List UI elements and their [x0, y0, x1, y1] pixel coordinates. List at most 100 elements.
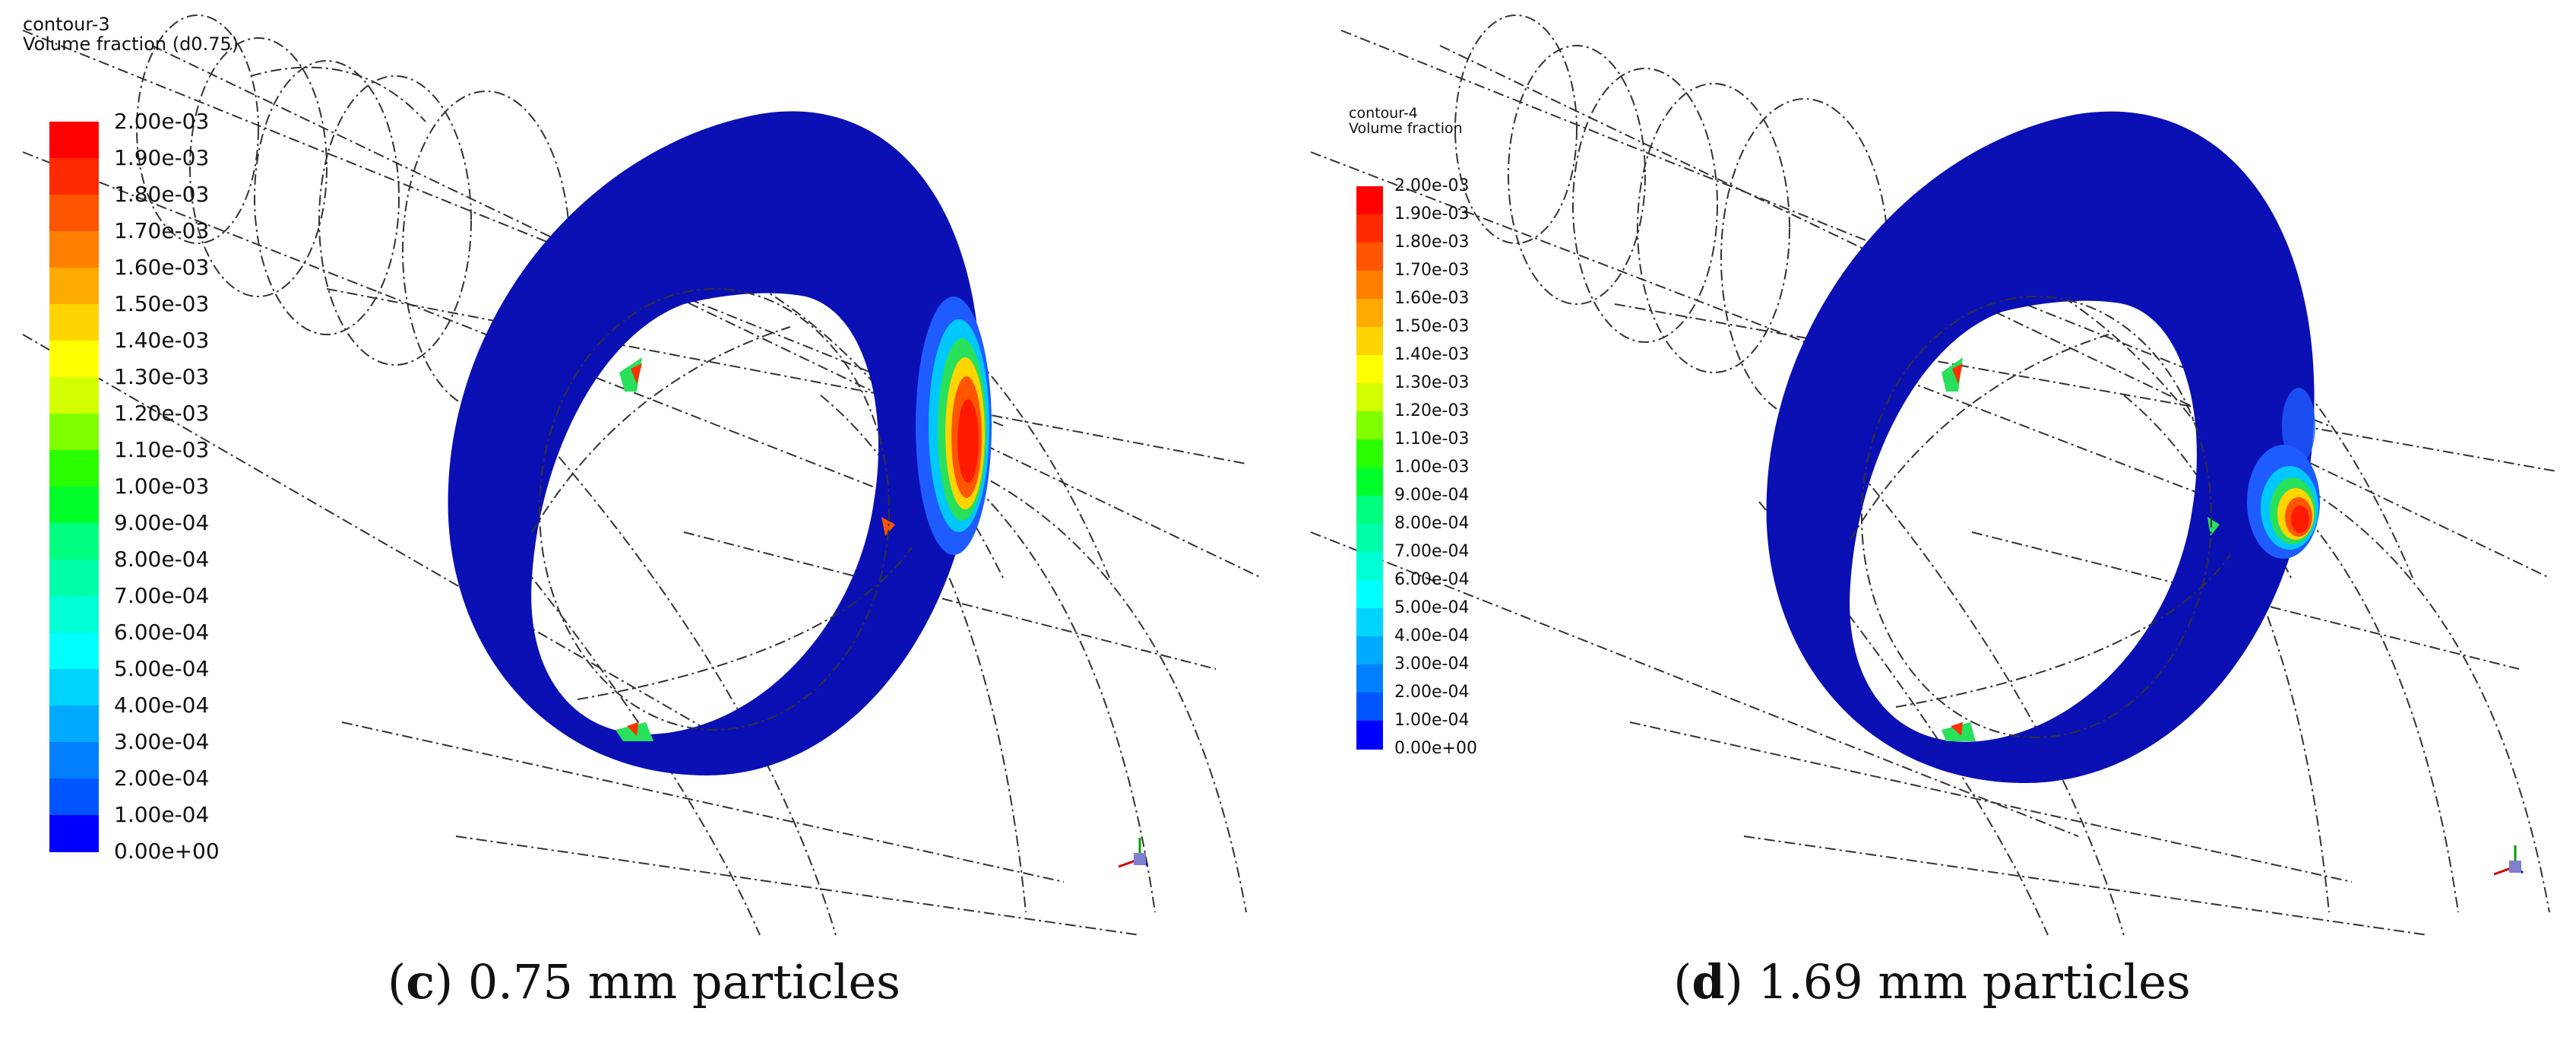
panel-c: contour-3 Volume fraction (d0.75) 2.00e-… [22, 14, 1262, 1010]
colorbar-swatch [1356, 299, 1383, 328]
colorbar-tick-label: 1.20e-03 [114, 401, 210, 426]
colorbar [49, 122, 99, 852]
colorbar-tick-label: 1.60e-03 [1394, 289, 1470, 308]
colorbar-tick-label: 1.80e-03 [114, 182, 210, 207]
caption-letter: d [1691, 954, 1725, 1010]
hotspot-small [616, 357, 895, 741]
colorbar-tick-label: 9.00e-04 [114, 510, 210, 535]
colorbar-swatch [1356, 693, 1383, 721]
colorbar-tick-label: 4.00e-04 [114, 693, 210, 718]
colorbar-swatch [49, 414, 99, 451]
contour-plane-ring [1766, 111, 2315, 784]
contour-plane-ring [448, 111, 981, 775]
legend-quantity-label: Volume fraction [1349, 120, 1463, 137]
hotspot-right [2247, 388, 2320, 559]
colorbar-tick-label: 2.00e-04 [1394, 683, 1470, 702]
contour-render-d [1310, 14, 2558, 936]
colorbar-tick-label: 8.00e-04 [1394, 514, 1470, 533]
colorbar-swatch [1356, 214, 1383, 243]
colorbar-swatch [1356, 439, 1383, 468]
colorbar-swatch [49, 195, 99, 232]
colorbar-swatch [49, 705, 99, 743]
legend-contour-name: contour-4 [1349, 105, 1418, 122]
colorbar-tick-label: 0.00e+00 [1394, 739, 1477, 758]
colorbar-tick-label: 1.20e-03 [1394, 401, 1470, 420]
axis-triad [2493, 845, 2524, 876]
colorbar-tick-label: 1.40e-03 [1394, 345, 1470, 364]
colorbar-swatch [1356, 383, 1383, 412]
colorbar-swatch [49, 304, 99, 341]
colorbar-tick-label: 2.00e-04 [114, 766, 210, 791]
colorbar-swatch [49, 377, 99, 414]
caption-text: 1.69 mm particles [1758, 954, 2191, 1010]
colorbar-swatch [49, 633, 99, 670]
colorbar-swatch [1356, 664, 1383, 693]
colorbar-tick-label: 1.70e-03 [114, 218, 210, 243]
colorbar-swatch [49, 122, 99, 159]
contour-render-c [22, 14, 1262, 936]
colorbar-tick-label: 1.40e-03 [114, 328, 210, 353]
colorbar [1356, 186, 1383, 750]
colorbar-swatch [49, 815, 99, 852]
colorbar-tick-label: 1.50e-03 [1394, 317, 1470, 336]
colorbar-tick-label: 1.10e-03 [1394, 430, 1470, 449]
colorbar-tick-label: 6.00e-04 [1394, 570, 1470, 589]
caption-d: (d) 1.69 mm particles [1673, 954, 2191, 1010]
colorbar-tick-label: 5.00e-04 [1394, 598, 1470, 617]
wireframe-mesh [1310, 14, 2558, 936]
colorbar-swatch [49, 560, 99, 597]
colorbar-tick-label: 0.00e+00 [114, 839, 220, 864]
colorbar-tick-label: 1.80e-03 [1394, 233, 1470, 252]
colorbar-tick-label: 4.00e-04 [1394, 626, 1470, 645]
colorbar-tick-label: 7.00e-04 [1394, 542, 1470, 561]
colorbar-swatch [49, 341, 99, 378]
axis-triad [1118, 838, 1148, 868]
colorbar-swatch [1356, 355, 1383, 384]
panel-d: contour-4 Volume fraction 2.00e-03 1.90e-… [1288, 0, 2576, 1040]
colorbar-swatch [1356, 580, 1383, 609]
colorbar-swatch [49, 231, 99, 268]
colorbar-swatch [1356, 552, 1383, 581]
colorbar-tick-label: 1.30e-03 [114, 364, 210, 389]
colorbar-swatch [49, 158, 99, 195]
colorbar-tick-label: 1.30e-03 [1394, 373, 1470, 392]
colorbar-swatch [1356, 721, 1383, 750]
colorbar-swatch [49, 596, 99, 633]
colorbar-swatch [1356, 411, 1383, 440]
colorbar-swatch [1356, 468, 1383, 496]
hotspot-right [916, 296, 992, 555]
colorbar-swatch [1356, 636, 1383, 665]
colorbar-swatch [1356, 496, 1383, 525]
colorbar-swatch [1356, 524, 1383, 553]
colorbar-swatch [49, 487, 99, 524]
legend-quantity-label: Volume fraction (d0.75) [23, 33, 239, 55]
colorbar-swatch [49, 523, 99, 560]
colorbar-tick-label: 1.00e-03 [114, 474, 210, 499]
colorbar-tick-label: 2.00e-03 [114, 109, 210, 134]
colorbar-tick-label: 1.00e-04 [114, 802, 210, 827]
colorbar-swatch [49, 778, 99, 816]
colorbar-tick-label: 7.00e-04 [114, 583, 210, 608]
colorbar-tick-label: 9.00e-04 [1394, 486, 1470, 505]
colorbar-swatch [49, 450, 99, 487]
colorbar-tick-label: 5.00e-04 [114, 656, 210, 681]
colorbar-swatch [1356, 327, 1383, 356]
colorbar-tick-label: 1.90e-03 [114, 145, 210, 170]
colorbar-tick-label: 1.50e-03 [114, 291, 210, 316]
colorbar-tick-label: 1.00e-03 [1394, 458, 1470, 477]
colorbar-tick-label: 8.00e-04 [114, 547, 210, 572]
colorbar-swatch [1356, 186, 1383, 215]
colorbar-swatch [49, 742, 99, 779]
colorbar-tick-label: 1.00e-04 [1394, 711, 1470, 730]
colorbar-tick-label: 3.00e-04 [1394, 655, 1470, 674]
colorbar-tick-label: 2.00e-03 [1394, 176, 1470, 195]
colorbar-swatch [1356, 608, 1383, 637]
colorbar-swatch [1356, 243, 1383, 271]
legend-contour-name: contour-3 [23, 14, 110, 35]
colorbar-tick-label: 3.00e-04 [114, 729, 210, 754]
colorbar-tick-label: 1.90e-03 [1394, 205, 1470, 224]
colorbar-tick-label: 1.70e-03 [1394, 261, 1470, 280]
caption-c: (c) 0.75 mm particles [387, 954, 900, 1010]
colorbar-tick-label: 1.10e-03 [114, 437, 210, 462]
colorbar-swatch [49, 669, 99, 706]
